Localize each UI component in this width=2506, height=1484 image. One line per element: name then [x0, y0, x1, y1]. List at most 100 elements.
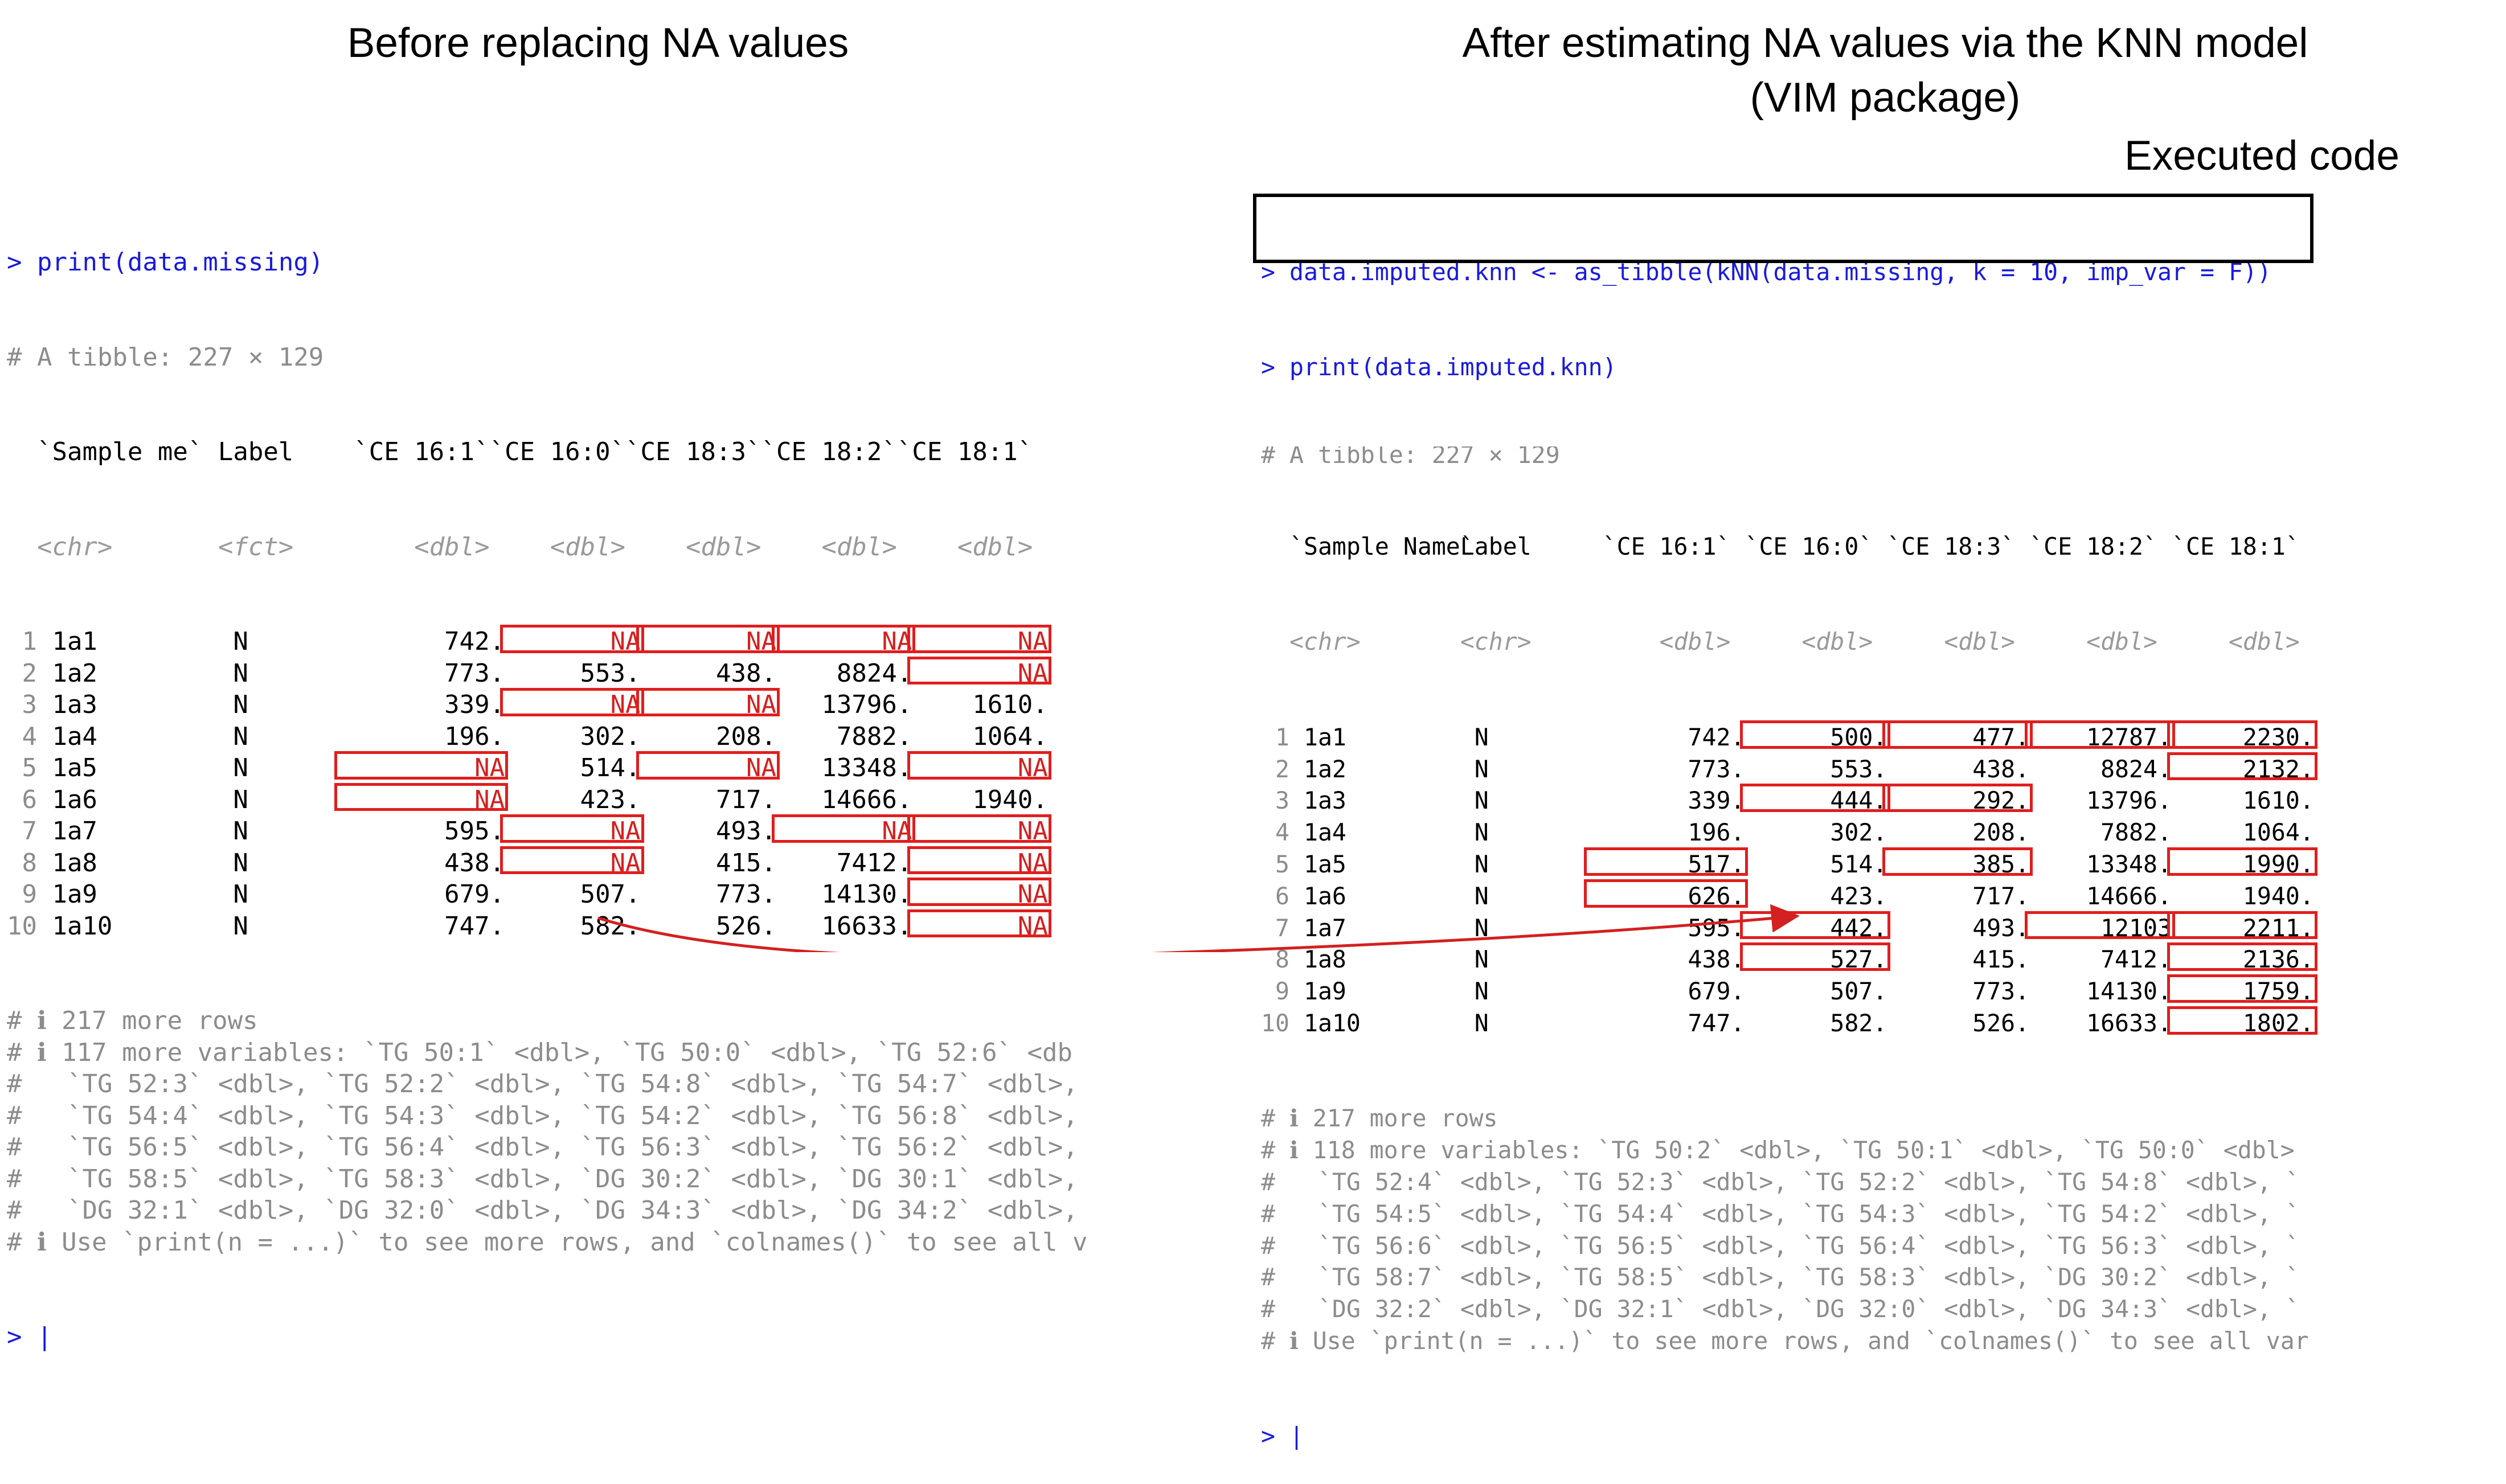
footer-line: # `DG 32:1` <dbl>, `DG 32:0` <dbl>, `DG … — [7, 1196, 1078, 1225]
right-tibble-info: # A tibble: 227 × 129 — [1261, 446, 1560, 468]
highlight-box — [500, 846, 644, 874]
table-cell: 1a4 — [52, 721, 97, 751]
table-cell: 507. — [580, 880, 641, 909]
table-cell: N — [233, 817, 248, 846]
right-type-row: <chr> <chr> <dbl> <dbl> <dbl> <dbl> <dbl> — [1261, 626, 2314, 658]
left-type-cell: <dbl> — [414, 532, 490, 561]
highlight-box — [334, 782, 509, 811]
table-row: 6 1a6 N 626. 423. 717. 14666. 1940. — [1261, 880, 2314, 912]
table-cell: N — [1474, 882, 1489, 910]
table-cell: 438. — [444, 848, 505, 878]
row-number: 4 — [22, 721, 37, 751]
highlight-box — [1740, 720, 1891, 749]
table-cell: 208. — [715, 721, 776, 751]
table-cell: 415. — [715, 848, 776, 878]
table-row: 9 1a9 N 679. 507. 773. 14130. 1759. — [1261, 975, 2314, 1007]
row-number: 5 — [22, 753, 37, 782]
left-column-header-cell: `CE 18:3` — [625, 437, 761, 466]
highlight-box — [2167, 752, 2317, 781]
table-cell: 507. — [1830, 977, 1887, 1006]
table-cell: N — [1474, 723, 1489, 751]
left-column-header-cell: Label — [218, 437, 294, 466]
footer-line: # ℹ 217 more rows — [1261, 1104, 1498, 1133]
table-cell: 595. — [1688, 913, 1745, 942]
highlight-box — [334, 751, 509, 780]
right-code-line2: > print(data.imputed.knn) — [1261, 352, 1617, 381]
highlight-box — [500, 688, 644, 716]
row-number: 6 — [22, 785, 37, 814]
footer-line: # ℹ Use `print(n = ...)` to see more row… — [1261, 1326, 2309, 1355]
table-cell: 1a7 — [52, 817, 97, 846]
left-type-row: <chr> <fct> <dbl> <dbl> <dbl> <dbl> <dbl> — [7, 531, 1088, 563]
right-column-header: `Sample Name`Label `CE 16:1` `CE 16:0` `CE … — [1261, 531, 2314, 563]
executed-code-label: Executed code — [2124, 133, 2399, 179]
table-cell: N — [1474, 977, 1489, 1006]
table-cell: 553. — [580, 658, 641, 688]
right-final-prompt[interactable]: > | — [1261, 1422, 1304, 1450]
row-number: 9 — [1275, 977, 1289, 1006]
table-cell: 7882. — [836, 721, 912, 751]
table-cell: 196. — [444, 721, 505, 751]
highlight-box — [636, 688, 780, 716]
table-cell: 339. — [444, 690, 505, 719]
table-cell: 438. — [715, 658, 776, 688]
footer-line: # ℹ 217 more rows — [7, 1006, 258, 1035]
left-type-cell: <fct> — [218, 532, 294, 561]
table-cell: N — [233, 785, 248, 814]
footer-line: # `TG 54:5` <dbl>, `TG 54:4` <dbl>, `TG … — [1261, 1199, 2300, 1228]
table-cell: 747. — [1688, 1009, 1745, 1037]
table-cell: 773. — [715, 880, 776, 909]
highlight-box — [1583, 847, 1749, 876]
left-final-prompt[interactable]: > | — [7, 1322, 52, 1351]
footer-line: # `TG 52:4` <dbl>, `TG 52:3` <dbl>, `TG … — [1261, 1167, 2300, 1196]
row-number: 6 — [1275, 882, 1289, 910]
table-cell: 553. — [1830, 755, 1887, 783]
table-cell: 1a9 — [52, 880, 97, 909]
footer-line: # ℹ 117 more variables: `TG 50:1` <dbl>,… — [7, 1038, 1073, 1067]
table-cell: 1a6 — [1303, 882, 1346, 910]
right-type-cell: <dbl> — [2228, 628, 2300, 656]
table-cell: 526. — [1972, 1009, 2030, 1037]
highlight-box — [907, 625, 1051, 653]
right-column-header-cell: `CE 18:3` — [1887, 532, 2016, 560]
row-number: 7 — [1275, 913, 1289, 942]
table-cell: N — [1474, 786, 1489, 815]
table-cell: 13348. — [821, 753, 912, 782]
table-cell: 1a9 — [1303, 977, 1346, 1006]
table-cell: 717. — [1972, 882, 2030, 910]
table-cell: 1a6 — [52, 785, 97, 814]
table-cell: 747. — [444, 911, 505, 941]
highlight-box — [1740, 784, 1891, 813]
highlight-box — [907, 846, 1051, 874]
footer-line: # `DG 32:2` <dbl>, `DG 32:1` <dbl>, `DG … — [1261, 1295, 2300, 1323]
right-column-header-cell: `CE 16:1` — [1602, 532, 1731, 560]
table-cell: 773. — [444, 658, 505, 688]
table-row: 9 1a9 N 679. 507. 773. 14130. NA — [7, 879, 1088, 911]
left-prompt-command: > print(data.missing) — [7, 248, 324, 277]
highlight-box — [907, 751, 1051, 780]
table-cell: N — [233, 690, 248, 719]
table-cell: 1a2 — [1303, 755, 1346, 783]
table-cell: 493. — [715, 817, 776, 846]
left-column-header-cell: `CE 16:1` — [354, 437, 490, 466]
left-column-header: `Sample me` Label `CE 16:1``CE 16:0``CE 18… — [7, 436, 1088, 468]
table-cell: 1a10 — [1303, 1009, 1361, 1037]
footer-line: # `TG 58:5` <dbl>, `TG 58:3` <dbl>, `DG … — [7, 1164, 1078, 1194]
right-column-header-cell: `Sample Name` — [1289, 532, 1475, 560]
footer-line: # `TG 54:4` <dbl>, `TG 54:3` <dbl>, `TG … — [7, 1101, 1078, 1130]
row-number: 2 — [1275, 755, 1289, 783]
right-type-cell: <dbl> — [1659, 628, 1731, 656]
highlight-box — [1882, 847, 2033, 876]
highlight-box — [1882, 720, 2033, 749]
footer-line: # ℹ Use `print(n = ...)` to see more row… — [7, 1227, 1088, 1257]
table-cell: N — [233, 721, 248, 751]
table-cell: 16633. — [2086, 1009, 2172, 1037]
table-cell: 1064. — [2242, 818, 2314, 847]
row-number: 1 — [22, 627, 37, 656]
table-row: 10 1a10 N 747. 582. 526. 16633. 1802. — [1261, 1007, 2314, 1039]
left-column-header-cell: `CE 16:0` — [489, 437, 626, 466]
table-cell: 493. — [1972, 913, 2030, 942]
table-cell: 595. — [444, 817, 505, 846]
right-column-header-cell: `CE 16:0` — [1745, 532, 1873, 560]
table-cell: 514. — [580, 753, 641, 782]
